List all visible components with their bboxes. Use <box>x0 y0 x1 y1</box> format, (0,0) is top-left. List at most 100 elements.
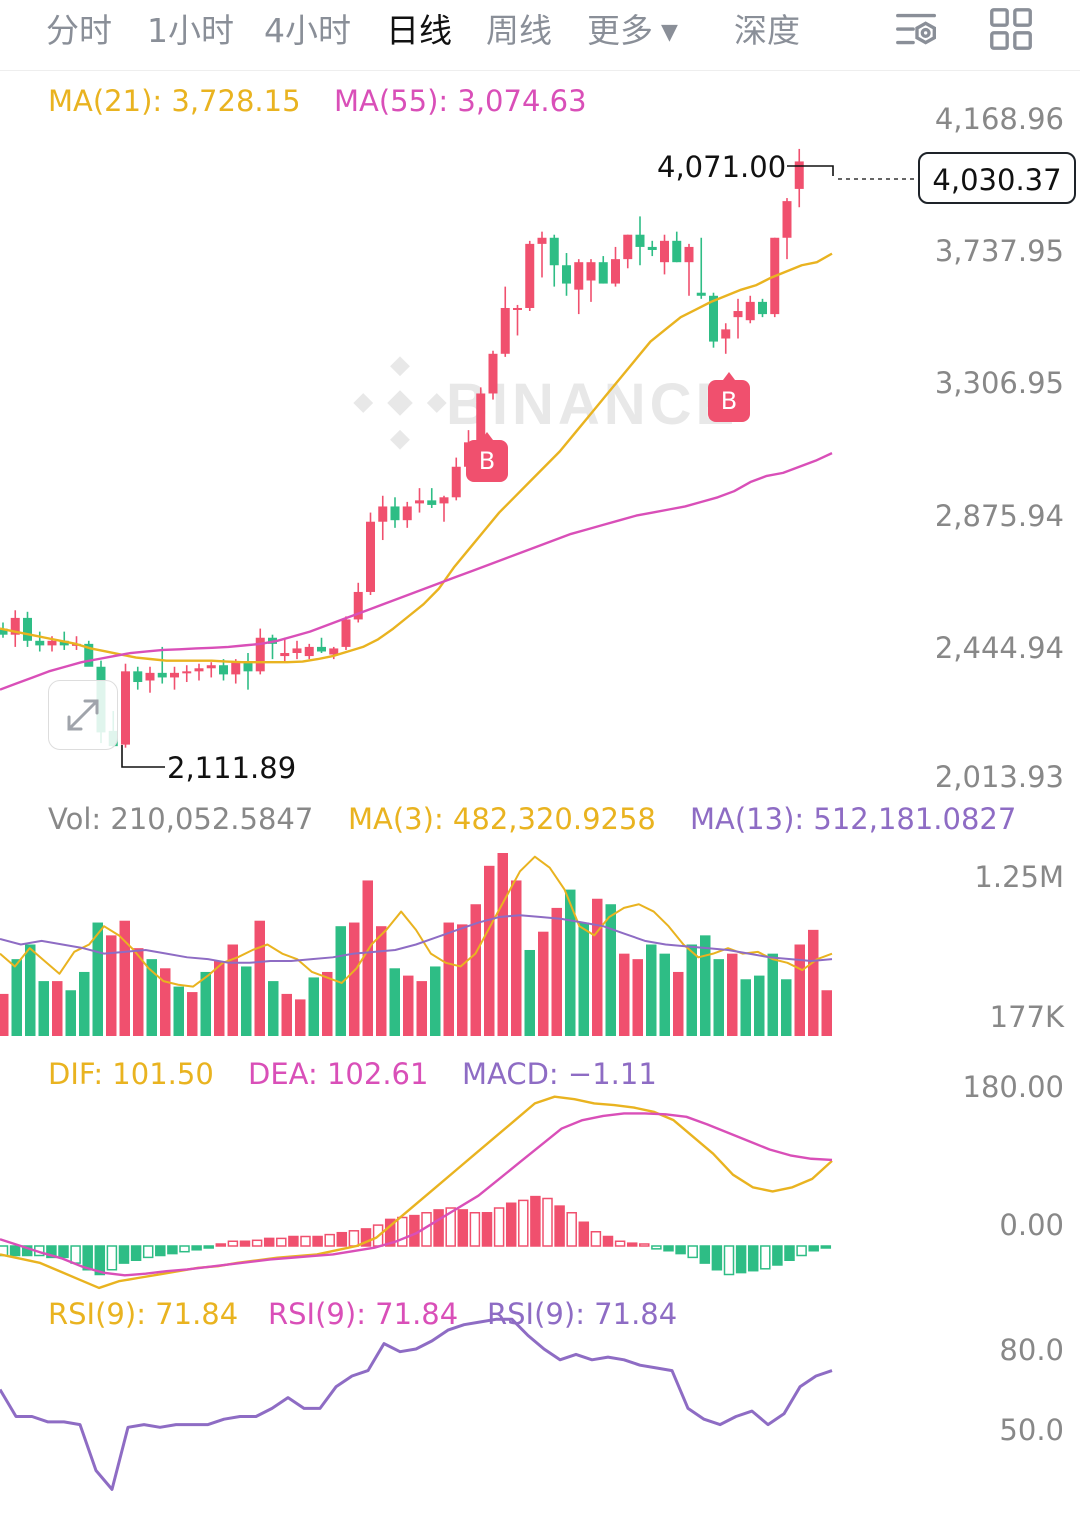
interval-tab-bar: 分时 1小时 4小时 日线 周线 更多 ▼ 深度 <box>0 0 1080 71</box>
candle-body <box>35 640 45 646</box>
expand-icon <box>67 699 99 731</box>
candle-body <box>513 307 522 310</box>
rsi-axis-label: 50.0 <box>999 1413 1064 1447</box>
macd-axis-label: 0.00 <box>999 1208 1064 1242</box>
rsi-label-1: RSI(9): 71.84 <box>48 1297 239 1331</box>
volume-ma13-label: MA(13): 512,181.0827 <box>690 802 1017 836</box>
rsi-label-2: RSI(9): 71.84 <box>268 1297 459 1331</box>
macd-histogram-bar <box>142 1245 154 1259</box>
candle-body <box>415 500 424 504</box>
macd-histogram-bar <box>167 1245 178 1255</box>
macd-histogram-bar <box>493 1207 505 1247</box>
volume-bar <box>214 960 225 1036</box>
candle-body <box>157 672 167 678</box>
candle-body <box>219 665 228 675</box>
macd-axis-label: 180.00 <box>962 1070 1064 1104</box>
candle-body <box>317 646 326 652</box>
candle-body <box>733 311 743 318</box>
low-price-marker: 2,111.89 <box>167 751 297 785</box>
macd-histogram-bar <box>215 1243 227 1247</box>
volume-bar <box>79 971 90 1036</box>
tab-time-sharing[interactable]: 分时 <box>46 11 112 50</box>
price-axis-label: 2,444.94 <box>934 631 1064 665</box>
macd-histogram-bar <box>735 1245 747 1274</box>
tab-1h[interactable]: 1小时 <box>147 11 234 50</box>
volume-bar <box>227 944 238 1036</box>
volume-bar <box>619 953 630 1036</box>
macd-histogram-bar <box>409 1214 420 1247</box>
price-axis-label: 2,875.94 <box>934 499 1064 533</box>
volume-bar <box>308 977 319 1036</box>
macd-histogram-bar <box>747 1245 759 1272</box>
volume-bar <box>146 959 157 1036</box>
volume-bar <box>119 920 130 1036</box>
candle-body <box>145 672 155 681</box>
tab-daily[interactable]: 日线 <box>386 11 452 50</box>
candle-body <box>660 240 669 263</box>
binance-watermark: BINANCE <box>353 356 734 450</box>
grid-layout-icon[interactable] <box>986 4 1036 54</box>
macd-histogram-bar <box>276 1237 287 1247</box>
candle-body <box>794 161 804 189</box>
macd-histogram-bar <box>784 1245 795 1261</box>
buy-signal-badge[interactable]: B <box>466 432 508 482</box>
price-axis-label: 4,168.96 <box>934 102 1064 136</box>
candle-body <box>280 653 290 657</box>
ma55-label: MA(55): 3,074.63 <box>334 84 587 118</box>
candle-body <box>206 665 216 669</box>
macd-histogram-bar <box>46 1245 57 1259</box>
volume-ma3-line <box>0 855 833 988</box>
macd-histogram-bar <box>808 1245 819 1252</box>
high-marker-line <box>787 165 834 176</box>
fullscreen-button[interactable] <box>48 680 118 750</box>
candle-body <box>500 307 510 354</box>
volume-bar <box>160 968 171 1036</box>
candle-body <box>439 497 449 504</box>
tab-depth[interactable]: 深度 <box>734 11 800 50</box>
candle-body <box>304 646 314 657</box>
last-price-tag[interactable]: 4,030.37 <box>918 152 1076 204</box>
candle-body <box>611 259 620 284</box>
volume-ma13-line <box>0 914 833 964</box>
macd-histogram-bar <box>760 1245 771 1270</box>
candle-body <box>672 240 682 263</box>
candle-body <box>255 637 265 672</box>
tab-4h[interactable]: 4小时 <box>264 11 351 50</box>
macd-histogram-bar <box>348 1230 360 1247</box>
macd-dif-label: DIF: 101.50 <box>48 1057 214 1091</box>
macd-histogram-bar <box>300 1235 311 1247</box>
macd-histogram-bar <box>505 1202 517 1247</box>
volume-bar <box>376 926 387 1036</box>
candle-body <box>574 262 584 290</box>
volume-bar <box>511 880 522 1036</box>
volume-bar <box>700 935 711 1036</box>
volume-axis-label: 1.25M <box>974 860 1064 894</box>
volume-bar <box>200 971 211 1036</box>
candle-body <box>341 619 351 647</box>
macd-histogram-bar <box>263 1237 275 1247</box>
candle-body <box>721 329 731 339</box>
tab-more-label: 更多 <box>587 11 653 50</box>
volume-bar <box>11 959 22 1036</box>
volume-bar <box>281 993 292 1036</box>
candle-body <box>47 640 57 646</box>
macd-dea-label: DEA: 102.61 <box>248 1057 429 1091</box>
volume-bar <box>254 920 265 1036</box>
tab-more[interactable]: 更多 ▼ <box>587 4 678 52</box>
macd-histogram-bar <box>445 1207 456 1247</box>
macd-histogram-bar <box>397 1216 408 1247</box>
macd-histogram-bar <box>675 1245 686 1255</box>
candle-body <box>59 640 69 646</box>
buy-signal-badge[interactable]: B <box>708 372 750 422</box>
volume-bar <box>578 922 589 1036</box>
volume-bar <box>794 944 805 1036</box>
volume-bar <box>430 966 441 1036</box>
volume-label: Vol: 210,052.5847 <box>48 802 314 836</box>
tab-weekly[interactable]: 周线 <box>486 11 552 50</box>
volume-bar <box>65 990 76 1036</box>
macd-histogram-bar <box>155 1245 166 1257</box>
indicator-settings-icon[interactable] <box>892 6 942 56</box>
macd-histogram-bar <box>384 1218 396 1247</box>
volume-bar <box>403 975 414 1036</box>
